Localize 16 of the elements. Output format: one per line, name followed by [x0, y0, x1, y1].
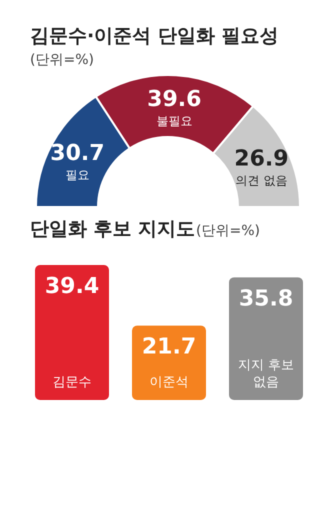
chart-title: 단일화 후보 지지도	[30, 218, 196, 240]
data-label: 26.9	[234, 146, 289, 172]
slice-label: 의견 없음	[236, 174, 288, 188]
chart-subtitle: (단위=%)	[196, 223, 260, 239]
x-tick-label: 김문수	[52, 375, 92, 390]
data-label: 35.8	[238, 286, 294, 312]
chart-subtitle: (단위=%)	[30, 52, 94, 68]
x-tick-label: 이준석	[150, 375, 188, 390]
data-label: 21.7	[142, 334, 196, 360]
slice-label: 불필요	[156, 114, 192, 128]
chart-title: 김문수·이준석 단일화 필요성	[30, 25, 278, 47]
x-tick-label: 지지 후보 없음	[238, 358, 294, 390]
data-label: 30.7	[50, 140, 105, 166]
data-label: 39.6	[147, 87, 202, 112]
slice-label: 필요	[65, 168, 90, 182]
data-label: 39.4	[44, 274, 100, 299]
